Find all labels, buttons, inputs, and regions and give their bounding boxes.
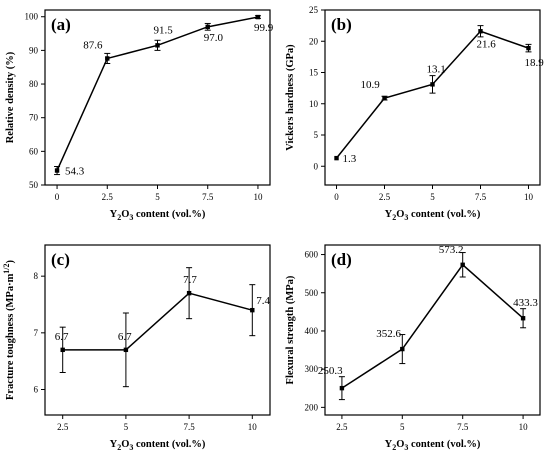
- y-tick-label: 400: [305, 326, 319, 336]
- data-label: 97.0: [204, 32, 224, 44]
- data-label: 1.3: [343, 153, 357, 165]
- x-tick-label: 10: [248, 422, 258, 432]
- x-tick-label: 10: [519, 422, 529, 432]
- data-label: 6.7: [118, 331, 132, 343]
- x-tick-label: 2.5: [336, 422, 348, 432]
- y-tick-label: 10: [309, 99, 319, 109]
- panel-label: (c): [51, 250, 70, 269]
- y-tick-label: 600: [305, 250, 319, 260]
- y-tick-label: 60: [29, 146, 39, 156]
- y-axis-title: Flexural strength (MPa): [285, 275, 296, 384]
- y-tick-label: 70: [29, 113, 39, 123]
- plot-frame: [44, 244, 271, 416]
- data-label: 6.7: [55, 331, 69, 343]
- data-label: 99.9: [254, 22, 274, 34]
- x-tick-label: 2.5: [379, 192, 391, 202]
- x-tick-label: 10: [253, 192, 263, 202]
- y-tick-label: 90: [29, 45, 39, 55]
- x-tick-label: 10: [524, 192, 534, 202]
- data-point: [430, 82, 435, 87]
- y-tick-label: 8: [34, 271, 39, 281]
- data-label: 573.2: [439, 244, 464, 256]
- y-tick-label: 50: [29, 180, 39, 190]
- data-label: 250.3: [318, 365, 343, 377]
- data-point: [250, 307, 255, 313]
- data-point: [54, 168, 60, 173]
- x-tick-label: 7.5: [202, 192, 214, 202]
- y-tick-label: 0: [314, 161, 319, 171]
- chart-panel-4: 2.5 5 7.5 10 200 300 400 500 600 Y2O3 content (vo…: [285, 244, 541, 452]
- data-label: 7.4: [256, 295, 270, 307]
- panel-label: (b): [331, 15, 352, 34]
- data-point: [400, 346, 405, 352]
- plot-frame: [324, 244, 541, 416]
- y-tick-label: 15: [309, 68, 319, 78]
- y-tick-label: 20: [309, 36, 319, 46]
- data-label: 21.6: [476, 38, 496, 50]
- x-tick-label: 7.5: [475, 192, 487, 202]
- data-point: [382, 95, 387, 101]
- x-tick-label: 7.5: [457, 422, 469, 432]
- data-point: [155, 43, 160, 48]
- x-tick-label: 5: [155, 192, 160, 202]
- x-axis-title: Y2O3 content (vol.%): [385, 439, 481, 452]
- data-label: 54.3: [65, 166, 85, 178]
- data-point: [186, 290, 192, 296]
- data-point: [205, 24, 210, 30]
- x-axis-title: Y2O3 content (vol.%): [385, 209, 481, 222]
- data-point: [460, 262, 465, 267]
- data-point: [105, 56, 110, 61]
- y-tick-label: 6: [34, 385, 39, 395]
- x-tick-label: 0: [55, 192, 60, 202]
- data-label: 91.5: [154, 24, 174, 36]
- chart-panel-2: 0 2.5 5 7.5 10 0 5 10 15 20 25 Y2O3 content (vol.%)…: [285, 5, 544, 222]
- panel-label: (a): [51, 15, 71, 34]
- y-tick-label: 300: [305, 364, 319, 374]
- data-point: [478, 29, 483, 34]
- data-label: 13.1: [427, 63, 446, 75]
- x-tick-label: 2.5: [57, 422, 69, 432]
- y-tick-label: 100: [25, 12, 39, 22]
- data-label: 10.9: [361, 79, 381, 91]
- y-tick-label: 7: [34, 328, 39, 338]
- y-tick-label: 500: [305, 288, 319, 298]
- data-point: [123, 347, 129, 353]
- data-label: 87.6: [83, 39, 103, 51]
- panel-label: (d): [331, 250, 352, 269]
- x-tick-label: 0: [334, 192, 339, 202]
- data-point: [526, 45, 531, 51]
- data-point: [255, 14, 261, 20]
- x-tick-label: 5: [430, 192, 435, 202]
- data-label: 352.6: [376, 328, 401, 340]
- x-axis-title: Y2O3 content (vol.%): [110, 439, 206, 452]
- x-tick-label: 7.5: [183, 422, 195, 432]
- plot-frame: [324, 9, 541, 186]
- data-label: 7.7: [183, 274, 197, 286]
- data-label: 18.9: [524, 57, 544, 69]
- chart-panel-3: 2.5 5 7.5 10 6 7 8 Y2O3 content (vol.%) Fracture…: [2, 244, 271, 452]
- y-axis-title: Fracture toughness (MPa·m1/2): [2, 259, 16, 400]
- data-point: [520, 316, 526, 321]
- y-tick-label: 25: [309, 5, 319, 15]
- x-axis-title: Y2O3 content (vol.%): [110, 209, 206, 222]
- chart-panel-1: 0 2.5 5 7.5 10 50 60 70 80 90 100 Y2O3 content (vol…: [5, 9, 274, 222]
- series-line: [335, 30, 529, 159]
- y-axis-title: Relative density (%): [5, 51, 16, 143]
- data-point: [339, 385, 345, 391]
- y-tick-label: 5: [314, 130, 319, 140]
- y-axis-title: Vickers hardness (GPa): [285, 44, 296, 151]
- series-line: [62, 292, 253, 351]
- x-tick-label: 5: [400, 422, 405, 432]
- data-point: [334, 155, 339, 161]
- y-tick-label: 80: [29, 79, 39, 89]
- series-line: [341, 263, 524, 389]
- y-tick-label: 200: [305, 402, 319, 412]
- data-point: [60, 347, 65, 353]
- data-label: 433.3: [513, 297, 538, 309]
- x-tick-label: 2.5: [102, 192, 114, 202]
- x-tick-label: 5: [124, 422, 129, 432]
